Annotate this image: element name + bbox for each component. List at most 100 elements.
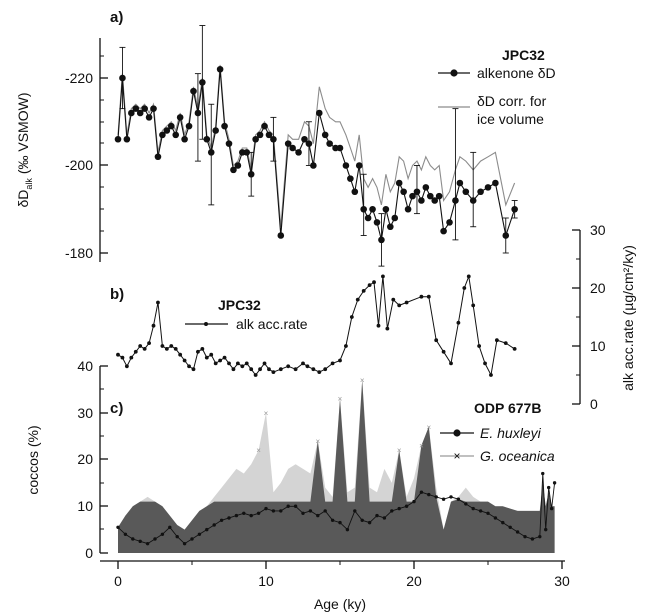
point-e-huxleyi xyxy=(234,513,239,518)
point-alk-acc-rate xyxy=(204,355,209,360)
point-alk-acc-rate xyxy=(293,367,298,372)
point-e-huxleyi xyxy=(441,497,446,501)
x-tick-label: 20 xyxy=(406,573,422,589)
point-alkenone-dd xyxy=(351,188,359,196)
point-alkenone-dd xyxy=(119,74,126,82)
point-alk-acc-rate xyxy=(376,323,381,328)
point-e-huxleyi xyxy=(160,532,165,536)
point-alk-acc-rate xyxy=(249,367,254,372)
point-alkenone-dd xyxy=(145,114,153,121)
point-alkenone-dd xyxy=(360,205,367,213)
panel-a-y-tick-label: -180 xyxy=(65,245,93,261)
point-alkenone-dd xyxy=(270,135,277,143)
point-alk-acc-rate xyxy=(381,274,385,279)
point-alk-acc-rate xyxy=(338,358,342,363)
point-alkenone-dd xyxy=(315,109,323,117)
point-e-huxleyi xyxy=(249,513,253,518)
point-alk-acc-rate xyxy=(456,320,461,325)
panel-c-label: c) xyxy=(110,400,123,417)
panel-c-y-tick-label: 20 xyxy=(77,451,93,467)
point-alkenone-dd xyxy=(141,105,148,112)
point-e-huxleyi xyxy=(538,534,542,539)
panel-a-y-tick-label: -220 xyxy=(65,70,93,86)
point-e-huxleyi xyxy=(308,509,313,513)
panel-a-legend-label-corrected-line2: ice volume xyxy=(477,111,544,127)
point-alkenone-dd xyxy=(167,122,175,130)
point-alkenone-dd xyxy=(252,135,259,143)
point-e-huxleyi xyxy=(390,509,394,513)
point-alk-acc-rate xyxy=(164,347,169,351)
point-alk-acc-rate xyxy=(182,358,187,363)
point-alkenone-dd xyxy=(364,214,372,222)
point-alk-acc-rate xyxy=(138,344,143,348)
point-alkenone-dd xyxy=(163,127,171,134)
panel-b-y-tick-label: 20 xyxy=(590,280,606,296)
point-alkenone-dd xyxy=(185,122,193,130)
point-alk-acc-rate xyxy=(196,349,200,354)
point-alk-acc-rate xyxy=(240,364,245,369)
point-alk-acc-rate xyxy=(419,294,424,299)
point-e-huxleyi xyxy=(212,523,216,527)
point-e-huxleyi xyxy=(227,516,231,520)
point-alkenone-dd xyxy=(295,149,302,156)
point-e-huxleyi xyxy=(375,513,379,518)
point-alkenone-dd xyxy=(369,205,376,213)
point-alk-acc-rate xyxy=(231,367,236,372)
point-alkenone-dd xyxy=(321,131,329,139)
point-alk-acc-rate xyxy=(372,280,376,285)
panel-b-legend-marker xyxy=(204,322,208,326)
point-alk-acc-rate xyxy=(311,367,316,372)
panel-b-y-tick-label: 0 xyxy=(590,396,598,412)
point-alk-acc-rate xyxy=(503,341,508,345)
point-alk-acc-rate xyxy=(449,361,453,366)
panel-b-legend-label: alk acc.rate xyxy=(236,316,308,332)
g-oceanica-marker: × xyxy=(256,446,261,455)
point-alk-acc-rate xyxy=(151,323,156,328)
point-alkenone-dd xyxy=(435,192,443,200)
panel-a-legend-label-corrected: δD corr. for ice volume xyxy=(477,93,547,127)
point-alkenone-dd xyxy=(484,184,492,191)
point-alkenone-dd xyxy=(265,131,273,139)
point-alkenone-dd xyxy=(469,197,477,204)
point-alk-acc-rate xyxy=(477,344,482,348)
point-alkenone-dd xyxy=(190,87,197,95)
point-alk-acc-rate xyxy=(466,274,471,279)
point-alk-acc-rate xyxy=(391,297,396,302)
point-alk-acc-rate xyxy=(262,361,267,366)
panel-a-y-axis-label-unit: (‰ VSMOW) xyxy=(15,93,31,179)
point-alk-acc-rate xyxy=(253,373,258,377)
point-e-huxleyi xyxy=(523,534,527,539)
point-alk-acc-rate xyxy=(156,300,160,305)
point-alkenone-dd xyxy=(342,162,350,169)
point-e-huxleyi xyxy=(486,511,490,515)
panel-a-y-axis-label-main: δD xyxy=(15,190,31,208)
point-alk-acc-rate xyxy=(494,338,499,343)
point-e-huxleyi xyxy=(546,485,551,490)
point-e-huxleyi xyxy=(153,537,157,541)
point-e-huxleyi xyxy=(323,509,327,513)
point-alkenone-dd xyxy=(431,197,439,204)
point-e-huxleyi xyxy=(293,504,298,508)
point-e-huxleyi xyxy=(552,481,557,485)
point-alk-acc-rate xyxy=(218,358,223,363)
point-alkenone-dd xyxy=(128,109,135,117)
point-alkenone-dd xyxy=(400,188,407,196)
panel-b-legend-title: JPC32 xyxy=(218,297,261,313)
point-alk-acc-rate xyxy=(404,300,409,305)
point-e-huxleyi xyxy=(197,532,202,536)
axes xyxy=(99,38,581,569)
point-e-huxleyi xyxy=(449,495,453,499)
point-alk-acc-rate xyxy=(489,373,493,377)
panel-b-y-tick-label: 30 xyxy=(590,222,606,238)
point-alk-acc-rate xyxy=(124,364,129,369)
point-e-huxleyi xyxy=(242,511,246,515)
point-alkenone-dd xyxy=(199,79,206,86)
point-alk-acc-rate xyxy=(355,297,360,302)
point-e-huxleyi xyxy=(301,511,305,515)
point-alkenone-dd xyxy=(404,205,412,213)
panel-a-legend-marker-alkenone xyxy=(450,69,458,77)
point-e-huxleyi xyxy=(256,511,261,515)
panel-b-plot xyxy=(116,274,517,377)
point-alk-acc-rate xyxy=(441,349,446,354)
point-e-huxleyi xyxy=(464,502,468,506)
